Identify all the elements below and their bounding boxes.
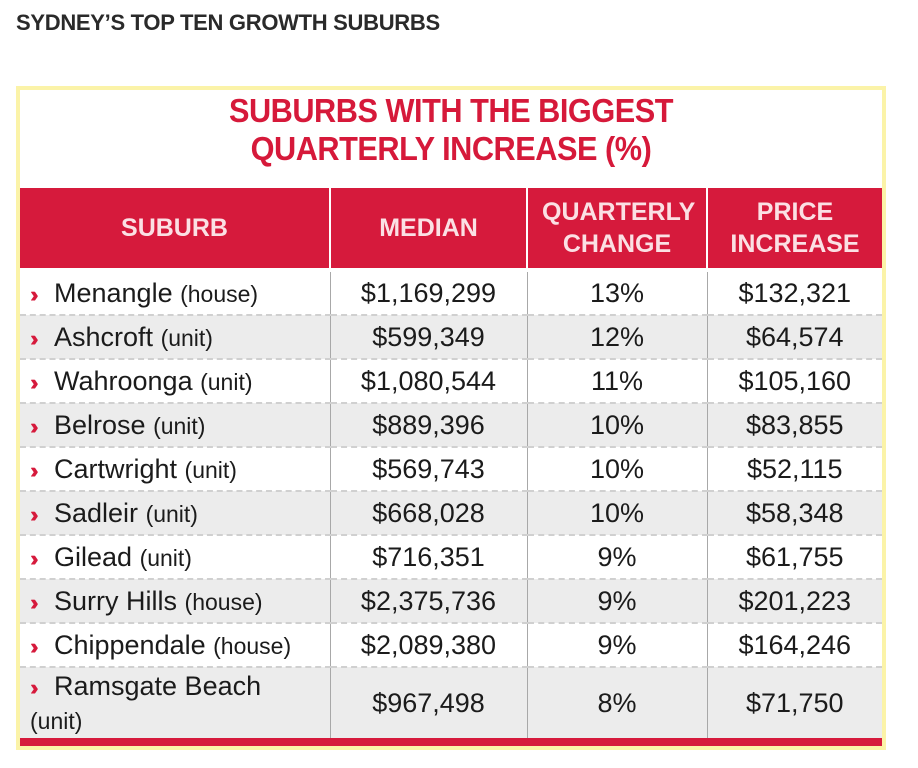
double-chevron-right-icon: ›› bbox=[30, 325, 39, 351]
suburb-type: (house) bbox=[213, 632, 292, 659]
cell-price-increase: $83,855 bbox=[706, 403, 882, 448]
cell-quarterly-change: 9% bbox=[526, 623, 707, 668]
cell-price-increase: $201,223 bbox=[706, 579, 882, 624]
column-header-median: MEDIAN bbox=[329, 188, 527, 272]
card-title-line-2: QUARTERLY INCREASE (%) bbox=[250, 130, 652, 167]
table-row: ›› Sadleir (unit) $668,028 10% $58,348 bbox=[20, 491, 882, 536]
column-header-quarterly-change-text: QUARTERLY CHANGE bbox=[542, 198, 696, 258]
suburb-type: (unit) bbox=[184, 456, 237, 483]
cell-suburb: ›› Sadleir (unit) bbox=[20, 491, 330, 536]
cell-suburb: ›› Wahroonga (unit) bbox=[20, 359, 330, 404]
cell-quarterly-change: 9% bbox=[526, 579, 707, 624]
suburb-type: (house) bbox=[180, 280, 259, 307]
cell-quarterly-change: 10% bbox=[526, 403, 707, 448]
table-row: ›› Ashcroft (unit) $599,349 12% $64,574 bbox=[20, 315, 882, 360]
cell-median: $716,351 bbox=[329, 535, 527, 580]
table-row: ›› Cartwright (unit) $569,743 10% $52,115 bbox=[20, 447, 882, 492]
cell-quarterly-change: 10% bbox=[526, 447, 707, 492]
cell-median: $668,028 bbox=[329, 491, 527, 536]
suburb-type: (unit) bbox=[30, 707, 83, 734]
cell-quarterly-change: 12% bbox=[526, 315, 707, 360]
suburb-type: (unit) bbox=[139, 544, 192, 571]
cell-median: $1,080,544 bbox=[329, 359, 527, 404]
suburb-type: (unit) bbox=[200, 368, 253, 395]
cell-suburb: ›› Ramsgate Beach (unit) bbox=[20, 667, 330, 740]
cell-price-increase: $71,750 bbox=[706, 667, 882, 740]
page-heading: SYDNEY’S TOP TEN GROWTH SUBURBS bbox=[16, 10, 440, 35]
cell-suburb: ›› Ashcroft (unit) bbox=[20, 315, 330, 360]
cell-price-increase: $105,160 bbox=[706, 359, 882, 404]
double-chevron-right-icon: ›› bbox=[30, 589, 39, 615]
card-title: SUBURBS WITH THE BIGGEST QUARTERLY INCRE… bbox=[50, 92, 852, 188]
suburb-name: Gilead bbox=[54, 541, 133, 572]
cell-suburb: ›› Menangle (house) bbox=[20, 270, 330, 316]
infographic-card: SUBURBS WITH THE BIGGEST QUARTERLY INCRE… bbox=[16, 86, 886, 750]
cell-suburb: ›› Chippendale (house) bbox=[20, 623, 330, 668]
cell-suburb: ›› Belrose (unit) bbox=[20, 403, 330, 448]
column-header-price-increase-text: PRICE INCREASE bbox=[730, 198, 860, 258]
double-chevron-right-icon: ›› bbox=[30, 413, 39, 439]
cell-median: $569,743 bbox=[329, 447, 527, 492]
cell-quarterly-change: 13% bbox=[526, 270, 707, 316]
cell-price-increase: $64,574 bbox=[706, 315, 882, 360]
card-title-line-1: SUBURBS WITH THE BIGGEST bbox=[228, 92, 674, 129]
cell-price-increase: $164,246 bbox=[706, 623, 882, 668]
cell-median: $967,498 bbox=[329, 667, 527, 740]
suburb-name: Chippendale bbox=[54, 629, 206, 660]
double-chevron-right-icon: ›› bbox=[30, 674, 39, 700]
cell-median: $599,349 bbox=[329, 315, 527, 360]
table-row: ›› Belrose (unit) $889,396 10% $83,855 bbox=[20, 403, 882, 448]
cell-quarterly-change: 8% bbox=[526, 667, 707, 740]
double-chevron-right-icon: ›› bbox=[30, 457, 39, 483]
table-row: ›› Ramsgate Beach (unit) $967,498 8% $71,750 bbox=[20, 667, 882, 740]
double-chevron-right-icon: ›› bbox=[30, 545, 39, 571]
table-row: ›› Surry Hills (house) $2,375,736 9% $201,22… bbox=[20, 579, 882, 624]
cell-median: $1,169,299 bbox=[329, 270, 527, 316]
suburb-name: Sadleir bbox=[54, 497, 139, 528]
cell-suburb: ›› Surry Hills (house) bbox=[20, 579, 330, 624]
cell-median: $2,089,380 bbox=[329, 623, 527, 668]
suburb-type: (house) bbox=[184, 588, 263, 615]
cell-quarterly-change: 11% bbox=[526, 359, 707, 404]
cell-quarterly-change: 10% bbox=[526, 491, 707, 536]
suburb-type: (unit) bbox=[145, 500, 198, 527]
column-header-price-increase: PRICE INCREASE bbox=[706, 188, 882, 272]
suburb-name: Cartwright bbox=[54, 453, 178, 484]
growth-suburbs-table: SUBURB MEDIAN QUARTERLY CHANGE PRICE INC… bbox=[20, 188, 882, 740]
suburb-name: Ramsgate Beach bbox=[54, 670, 262, 701]
cell-suburb: ›› Cartwright (unit) bbox=[20, 447, 330, 492]
cell-price-increase: $58,348 bbox=[706, 491, 882, 536]
table-row: ›› Menangle (house) $1,169,299 13% $132,321 bbox=[20, 270, 882, 316]
cell-quarterly-change: 9% bbox=[526, 535, 707, 580]
bottom-accent-bar bbox=[20, 738, 882, 746]
double-chevron-right-icon: ›› bbox=[30, 369, 39, 395]
suburb-name: Surry Hills bbox=[54, 585, 178, 616]
cell-median: $889,396 bbox=[329, 403, 527, 448]
table-row: ›› Wahroonga (unit) $1,080,544 11% $105,160 bbox=[20, 359, 882, 404]
suburb-name: Ashcroft bbox=[54, 321, 154, 352]
suburb-name: Menangle bbox=[54, 277, 173, 308]
table-header-row: SUBURB MEDIAN QUARTERLY CHANGE PRICE INC… bbox=[20, 188, 882, 272]
table-row: ›› Chippendale (house) $2,089,380 9% $164,24… bbox=[20, 623, 882, 668]
double-chevron-right-icon: ›› bbox=[30, 633, 39, 659]
cell-price-increase: $132,321 bbox=[706, 270, 882, 316]
cell-price-increase: $52,115 bbox=[706, 447, 882, 492]
suburb-name: Belrose bbox=[54, 409, 146, 440]
cell-price-increase: $61,755 bbox=[706, 535, 882, 580]
double-chevron-right-icon: ›› bbox=[30, 281, 39, 307]
suburb-name: Wahroonga bbox=[54, 365, 193, 396]
cell-median: $2,375,736 bbox=[329, 579, 527, 624]
table-row: ›› Gilead (unit) $716,351 9% $61,755 bbox=[20, 535, 882, 580]
suburb-type: (unit) bbox=[160, 324, 213, 351]
cell-suburb: ›› Gilead (unit) bbox=[20, 535, 330, 580]
double-chevron-right-icon: ›› bbox=[30, 501, 39, 527]
suburb-type: (unit) bbox=[153, 412, 206, 439]
column-header-quarterly-change: QUARTERLY CHANGE bbox=[526, 188, 707, 272]
column-header-suburb: SUBURB bbox=[20, 188, 330, 272]
